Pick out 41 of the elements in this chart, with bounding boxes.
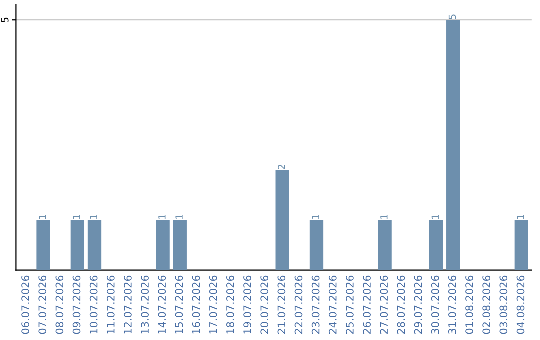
x-tick-label: 04.08.2026 xyxy=(516,276,525,334)
x-tick-label: 23.07.2026 xyxy=(312,276,320,334)
x-tick-label: 13.07.2026 xyxy=(141,276,149,334)
data-label: 1 xyxy=(158,214,166,220)
x-tick-label: 26.07.2026 xyxy=(363,276,371,334)
x-tick-label: 21.07.2026 xyxy=(278,276,286,334)
data-label: 5 xyxy=(448,14,456,20)
x-tick-label: 03.08.2026 xyxy=(500,276,508,334)
data-label: 2 xyxy=(278,165,286,170)
data-label: 1 xyxy=(312,214,320,220)
x-tick-label: 09.07.2026 xyxy=(72,276,81,334)
data-label: 1 xyxy=(39,214,46,220)
data-label: 1 xyxy=(432,214,439,220)
x-tick-label: 18.07.2026 xyxy=(226,276,234,334)
x-tick-label: 29.07.2026 xyxy=(414,276,422,334)
data-label: 1 xyxy=(176,214,183,220)
x-tick-label: 30.07.2026 xyxy=(431,276,440,334)
data-label: 1 xyxy=(73,214,80,220)
x-tick-label: 11.07.2026 xyxy=(106,276,115,334)
x-tick-label: 31.07.2026 xyxy=(448,276,456,334)
x-tick-label: 16.07.2026 xyxy=(192,276,200,334)
x-tick-label: 07.07.2026 xyxy=(38,276,47,334)
x-tick-label: 17.07.2026 xyxy=(209,276,218,334)
x-tick-label: 28.07.2026 xyxy=(397,276,406,334)
x-tick-label: 25.07.2026 xyxy=(346,276,354,334)
x-tick-label: 06.07.2026 xyxy=(22,276,30,334)
x-tick-label: 01.08.2026 xyxy=(466,276,474,334)
data-label: 1 xyxy=(517,214,524,220)
x-tick-label: 20.07.2026 xyxy=(260,276,269,334)
x-tick-label: 08.07.2026 xyxy=(56,276,64,334)
x-tick-label: 02.08.2026 xyxy=(482,276,491,334)
x-tick-label: 10.07.2026 xyxy=(90,276,98,334)
x-tick-label: 15.07.2026 xyxy=(175,276,184,334)
data-label: 1 xyxy=(380,214,388,220)
x-tick-label: 14.07.2026 xyxy=(158,276,166,334)
x-tick-label: 27.07.2026 xyxy=(380,276,388,334)
data-label: 1 xyxy=(90,214,98,220)
x-tick-label: 24.07.2026 xyxy=(328,276,337,334)
x-tick-label: 12.07.2026 xyxy=(124,276,132,334)
x-tick-label: 19.07.2026 xyxy=(244,276,252,334)
x-tick-label: 22.07.2026 xyxy=(294,276,303,334)
